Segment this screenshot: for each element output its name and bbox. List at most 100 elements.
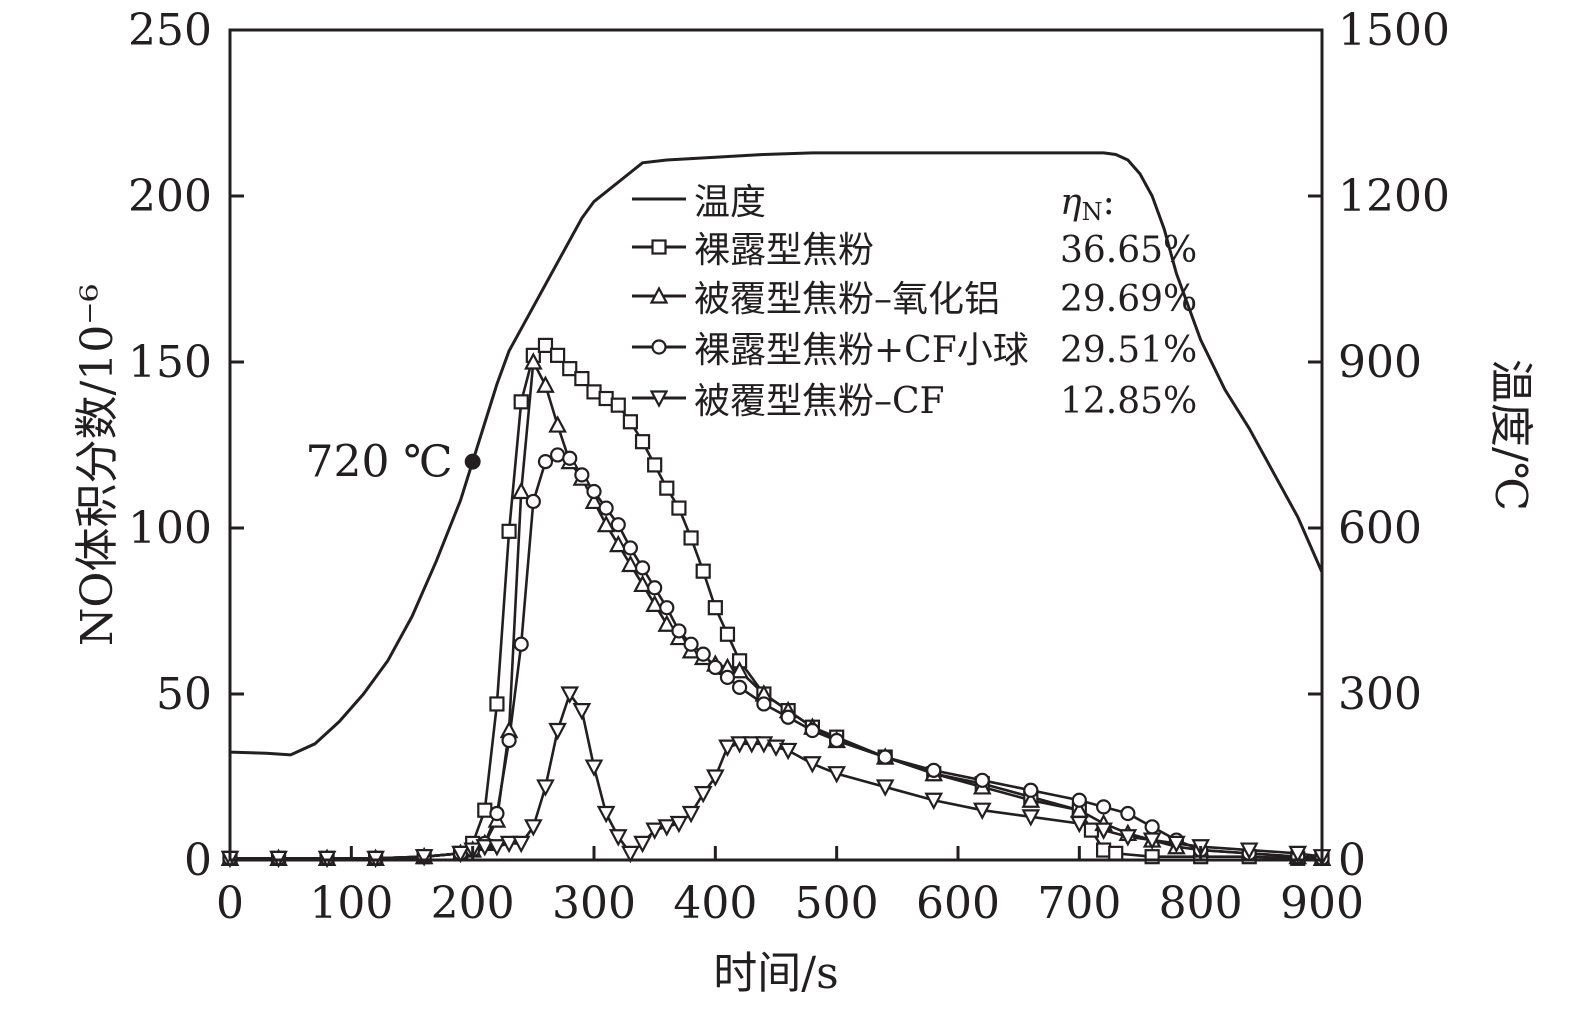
data-point-circle — [974, 772, 990, 788]
y-left-tick-label: 50 — [156, 669, 212, 720]
data-point-triangle-up — [536, 375, 555, 393]
data-point-triangle-down — [718, 739, 737, 757]
legend-label: 被覆型焦粉–氧化铝 — [694, 279, 1000, 320]
data-point-circle — [671, 623, 687, 639]
data-point-circle — [659, 600, 675, 616]
data-point-triangle-down — [499, 835, 519, 854]
x-axis: 0 100 200 300 400 500 600 700 800 900 — [216, 846, 1364, 929]
data-point-triangle-down — [584, 759, 604, 777]
legend-label: 裸露型焦粉+CF小球 — [694, 330, 1029, 371]
data-point-circle — [1071, 792, 1087, 808]
data-point-triangle-up — [645, 594, 665, 612]
temperature-line — [229, 151, 1324, 757]
y-left-tick-label: 250 — [128, 5, 212, 56]
data-point-circle — [877, 749, 893, 765]
data-point-circle — [562, 450, 578, 466]
series-line-0 — [230, 343, 1322, 860]
data-point-circle — [647, 580, 663, 596]
y-axis-right: 0 300 600 900 1200 1500 — [1308, 5, 1450, 886]
y-axis-right-title: 温度/℃ — [1485, 359, 1536, 511]
legend-eta-value: 36.65% — [1060, 230, 1197, 271]
data-point-triangle-down — [1021, 809, 1041, 827]
data-point-triangle-down — [778, 742, 798, 761]
y-right-tick-label: 1200 — [1338, 171, 1450, 222]
x-tick-label: 700 — [1037, 878, 1121, 929]
data-point-triangle-down — [511, 835, 531, 854]
legend-label-temperature: 温度 — [694, 182, 766, 223]
x-axis-title: 时间/s — [713, 948, 838, 999]
data-point-triangle-up — [621, 554, 640, 573]
data-point-circle — [489, 805, 505, 822]
data-point-circle — [525, 493, 541, 510]
data-point-square — [671, 500, 687, 516]
data-point-triangle-down — [742, 736, 762, 754]
data-point-triangle-up — [596, 514, 616, 533]
data-point-triangle-down — [803, 756, 822, 774]
annotation: 720 ℃ — [305, 437, 481, 488]
data-point-triangle-down — [705, 769, 725, 787]
legend-eta-value: 29.69% — [1060, 279, 1197, 320]
data-point-square — [695, 563, 711, 579]
data-point-square — [537, 337, 554, 353]
data-point-triangle-down — [633, 835, 652, 854]
data-point-triangle-down — [730, 736, 749, 754]
x-tick-label: 900 — [1280, 878, 1364, 929]
y-left-tick-label: 200 — [128, 171, 212, 222]
data-point-square — [719, 626, 736, 642]
data-point-circle — [829, 732, 845, 749]
data-point-circle — [683, 636, 699, 652]
data-point-triangle-down — [548, 722, 567, 741]
data-point-triangle-down — [1118, 829, 1138, 847]
data-point-circle — [586, 483, 602, 500]
data-point-triangle-down — [475, 839, 495, 857]
legend-eta-value: 12.85% — [1060, 381, 1197, 422]
y-left-tick-label: 150 — [128, 337, 212, 388]
data-point-circle — [804, 722, 821, 739]
y-axis-left-title: NO体积分数/10⁻⁶ — [72, 284, 123, 646]
y-left-tick-label: 0 — [184, 835, 212, 886]
data-point-triangle-down — [645, 822, 665, 840]
data-point-triangle-down — [1094, 822, 1113, 840]
data-point-triangle-up — [548, 415, 567, 433]
data-point-triangle-up — [523, 352, 543, 370]
x-tick-label: 300 — [552, 878, 636, 929]
data-point-square — [513, 394, 529, 410]
data-point-circle — [1095, 799, 1112, 815]
x-tick-label: 0 — [216, 878, 244, 929]
x-tick-label: 500 — [795, 878, 879, 929]
data-point-triangle-up — [730, 660, 749, 679]
data-point-square — [683, 530, 699, 546]
data-point-triangle-up — [608, 534, 628, 553]
legend-label: 裸露型焦粉 — [694, 230, 874, 271]
data-point-triangle-down — [1288, 845, 1308, 864]
data-point-square — [634, 434, 651, 450]
legend-label: 被覆型焦粉–CF — [694, 381, 945, 422]
data-point-triangle-down — [924, 792, 944, 811]
data-point-triangle-down — [523, 819, 543, 837]
y-right-tick-label: 0 — [1338, 835, 1366, 886]
data-point-circle — [1120, 805, 1136, 822]
legend-swatch-marker — [649, 390, 669, 408]
annotation-label: 720 ℃ — [305, 437, 452, 488]
data-point-triangle-down — [1167, 835, 1186, 854]
data-point-square — [574, 371, 590, 387]
annotation-point — [464, 453, 481, 470]
data-point-square — [622, 414, 639, 430]
data-point-circle — [622, 540, 639, 556]
x-tick-label: 100 — [309, 878, 393, 929]
data-point-circle — [695, 646, 711, 662]
legend-eta-header: ηN: — [1060, 182, 1115, 226]
data-point-triangle-down — [451, 845, 470, 864]
data-point-triangle-down — [1239, 842, 1259, 860]
legend-swatch-marker — [651, 239, 667, 255]
data-point-triangle-down — [536, 779, 555, 797]
x-tick-label: 200 — [431, 878, 515, 929]
data-point-circle — [731, 679, 748, 695]
data-point-square — [1108, 845, 1124, 861]
legend-swatch-marker — [651, 339, 667, 355]
plot-frame — [228, 28, 1324, 862]
data-point-triangle-down — [1069, 815, 1089, 834]
data-point-circle — [707, 659, 723, 676]
legend-eta-value: 29.51% — [1060, 330, 1197, 371]
